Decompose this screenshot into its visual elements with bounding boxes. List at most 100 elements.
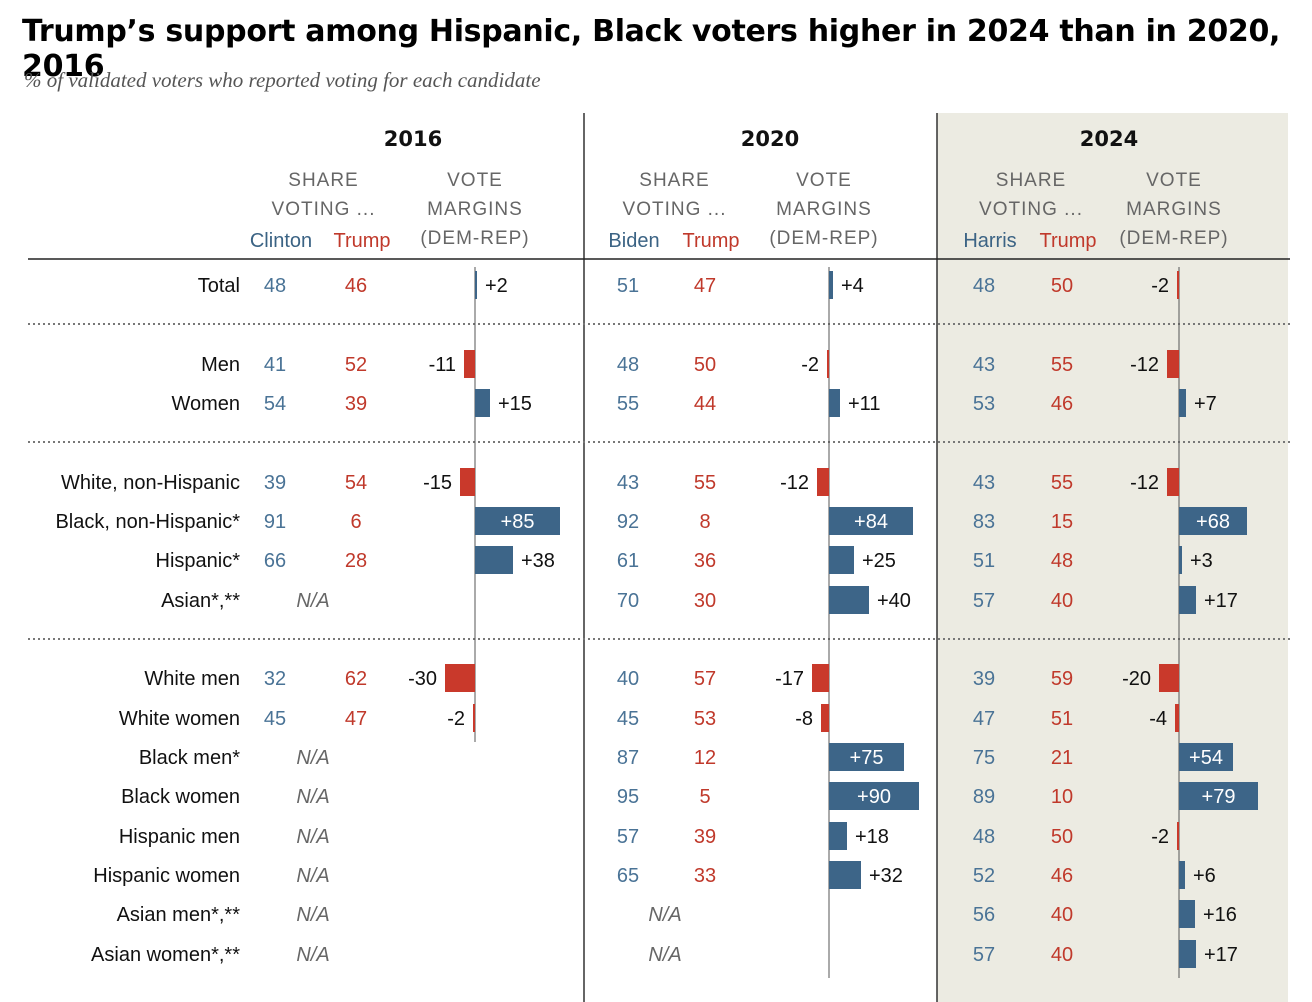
margin-label: -15 — [423, 472, 452, 494]
share-header: SHARE — [996, 170, 1066, 191]
rep-share-value: 55 — [694, 472, 716, 494]
margins-header: VOTE — [796, 170, 852, 191]
margin-label: -12 — [1130, 354, 1159, 376]
margin-label: -2 — [801, 354, 819, 376]
row-label: Hispanic women — [93, 865, 240, 887]
margin-label: +16 — [1203, 904, 1237, 926]
margin-label: -2 — [1151, 275, 1169, 297]
margin-label: +18 — [855, 826, 889, 848]
margin-label: +11 — [848, 393, 880, 415]
margin-label: +84 — [854, 511, 888, 533]
dem-share-value: 57 — [973, 944, 995, 966]
margin-label: +54 — [1189, 747, 1223, 769]
margin-label: +4 — [841, 275, 864, 297]
margin-label: +79 — [1202, 786, 1236, 808]
row-label: White, non-Hispanic — [61, 472, 240, 494]
margin-label: +6 — [1193, 865, 1216, 887]
margin-label: +17 — [1204, 944, 1238, 966]
dem-share-value: 48 — [973, 826, 995, 848]
rep-share-value: 12 — [694, 747, 716, 769]
dem-share-value: 83 — [973, 511, 995, 533]
row-label: Black women — [121, 786, 240, 808]
chart-title: Trump’s support among Hispanic, Black vo… — [22, 14, 1281, 84]
dem-share-value: 70 — [617, 590, 639, 612]
row-label: Men — [201, 354, 240, 376]
margin-bar — [460, 468, 475, 496]
margins-header: MARGINS — [776, 199, 872, 220]
chart-subtitle: % of validated voters who reported votin… — [24, 68, 541, 92]
margins-header: (DEM-REP) — [420, 228, 529, 249]
margins-header: MARGINS — [1126, 199, 1222, 220]
rep-share-value: 46 — [345, 275, 367, 297]
margin-bar — [829, 546, 854, 574]
dem-share-value: 43 — [973, 472, 995, 494]
margin-bar — [1177, 271, 1179, 299]
row-label: Hispanic* — [156, 550, 241, 572]
rep-share-value: 8 — [699, 511, 710, 533]
dem-share-value: 40 — [617, 668, 639, 690]
margin-bar — [1159, 664, 1179, 692]
margin-bar — [1179, 586, 1196, 614]
rep-candidate-label: Trump — [682, 230, 739, 252]
rep-share-value: 50 — [1051, 275, 1073, 297]
margin-bar — [829, 271, 833, 299]
rep-share-value: 28 — [345, 550, 367, 572]
year-header-2020: 2020 — [741, 127, 799, 151]
rep-share-value: 50 — [1051, 826, 1073, 848]
margin-bar — [829, 507, 913, 535]
rep-share-value: 30 — [694, 590, 716, 612]
rep-share-value: 15 — [1051, 511, 1073, 533]
margin-label: +40 — [877, 590, 911, 612]
row-label: Asian women*,** — [91, 944, 240, 966]
margin-bar — [1179, 743, 1233, 771]
na-label: N/A — [648, 904, 681, 926]
dem-share-value: 66 — [264, 550, 286, 572]
dem-share-value: 91 — [264, 511, 286, 533]
margin-bar — [821, 704, 829, 732]
margin-label: -2 — [447, 708, 465, 730]
dem-share-value: 56 — [973, 904, 995, 926]
rep-share-value: 53 — [694, 708, 716, 730]
margin-label: -11 — [429, 354, 456, 376]
dem-share-value: 48 — [264, 275, 286, 297]
rep-share-value: 51 — [1051, 708, 1073, 730]
margins-header: VOTE — [447, 170, 503, 191]
rep-share-value: 40 — [1051, 590, 1073, 612]
margin-label: -17 — [775, 668, 804, 690]
margin-bar — [829, 389, 840, 417]
dem-share-value: 92 — [617, 511, 639, 533]
margins-header: VOTE — [1146, 170, 1202, 191]
margin-bar — [829, 743, 904, 771]
dem-share-value: 75 — [973, 747, 995, 769]
dem-candidate-label: Clinton — [250, 230, 312, 252]
rep-share-value: 55 — [1051, 472, 1073, 494]
margin-bar — [1177, 822, 1179, 850]
margin-bar — [445, 664, 475, 692]
rep-share-value: 47 — [694, 275, 716, 297]
na-label: N/A — [296, 865, 329, 887]
margin-bar — [1179, 782, 1258, 810]
margin-label: -8 — [795, 708, 813, 730]
rep-share-value: 44 — [694, 393, 716, 415]
share-header: VOTING ... — [979, 199, 1083, 220]
na-label: N/A — [296, 747, 329, 769]
rep-share-value: 54 — [345, 472, 367, 494]
na-label: N/A — [648, 944, 681, 966]
na-label: N/A — [296, 944, 329, 966]
dem-share-value: 41 — [264, 354, 286, 376]
dem-share-value: 47 — [973, 708, 995, 730]
margin-label: +17 — [1204, 590, 1238, 612]
rep-share-value: 55 — [1051, 354, 1073, 376]
row-label: Asian*,** — [161, 590, 240, 612]
share-header: VOTING ... — [623, 199, 727, 220]
row-label: White men — [144, 668, 240, 690]
highlight-2024-bg — [937, 113, 1288, 1002]
margin-bar — [829, 861, 861, 889]
margin-label: +25 — [862, 550, 896, 572]
margin-bar — [475, 546, 513, 574]
rep-share-value: 33 — [694, 865, 716, 887]
rep-share-value: 57 — [694, 668, 716, 690]
margin-label: -12 — [1130, 472, 1159, 494]
rep-share-value: 40 — [1051, 944, 1073, 966]
margin-bar — [475, 389, 490, 417]
